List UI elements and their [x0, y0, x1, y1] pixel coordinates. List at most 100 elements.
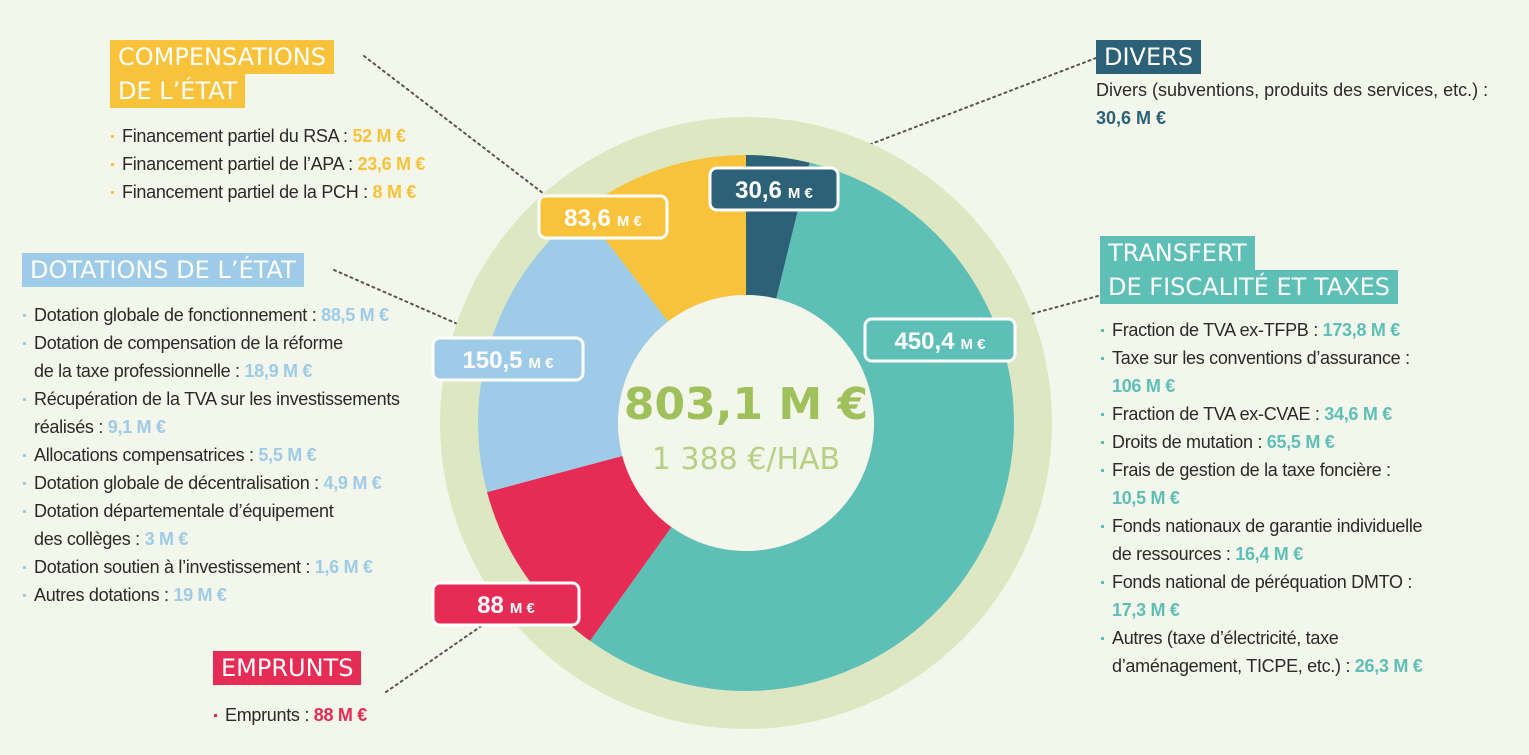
item-label: Frais de gestion de la taxe foncière :	[1112, 460, 1391, 480]
slice-label-box	[537, 194, 669, 240]
divers-block: DIVERS Divers (subventions, produits des…	[1096, 40, 1488, 132]
item-label: Autres dotations :	[34, 585, 174, 605]
item-value: 173,8 M €	[1322, 320, 1401, 340]
slice-value-number: 83,6	[564, 205, 611, 232]
dotations-list: Dotation globale de fonctionnement : 88,…	[22, 301, 400, 609]
slice-emprunts	[487, 455, 672, 641]
donut-hole	[618, 295, 874, 551]
dotations-title: DOTATIONS DE L’ÉTAT	[22, 253, 304, 287]
list-item: Taxe sur les conventions d’assurance : 10…	[1100, 344, 1422, 400]
item-label: Autres (taxe d’électricité, taxe	[1112, 628, 1339, 648]
item-value: 23,6 M €	[357, 154, 426, 174]
slice-value-unit: M €	[788, 185, 814, 202]
slice-value-number: 88	[477, 592, 504, 619]
list-item: Frais de gestion de la taxe foncière : 10…	[1100, 456, 1422, 512]
item-value: 5,5 M €	[258, 445, 317, 465]
item-value: 65,5 M €	[1266, 432, 1335, 452]
list-item: Financement partiel du RSA : 52 M €	[110, 122, 425, 150]
item-value: 3 M €	[144, 529, 189, 549]
item-value: 52 M €	[352, 126, 406, 146]
transfert-title: TRANSFERT	[1100, 236, 1255, 270]
slice-value-unit: M €	[617, 213, 643, 230]
compensations-title-line: DE L’ÉTAT	[118, 77, 238, 105]
item-value: 17,3 M €	[1112, 600, 1180, 620]
slice-value-number: 30,6	[735, 177, 782, 204]
item-line: 10,5 M €	[1112, 484, 1422, 512]
transfert-title: DE FISCALITÉ ET TAXES	[1100, 270, 1398, 304]
divers-value: 30,6 M €	[1096, 108, 1167, 128]
list-item: Autres dotations : 19 M €	[22, 581, 400, 609]
item-line: d’aménagement, TICPE, etc.) : 26,3 M €	[1112, 652, 1423, 680]
item-value: 1,6 M €	[314, 557, 373, 577]
item-line: réalisés : 9,1 M €	[34, 413, 400, 441]
item-label: Financement partiel de l’APA :	[122, 154, 358, 174]
item-label: Financement partiel du RSA :	[122, 126, 353, 146]
leader-line-compensations	[363, 55, 549, 198]
item-line: Taxe sur les conventions d’assurance :	[1112, 344, 1422, 372]
item-label: d’aménagement, TICPE, etc.) :	[1112, 656, 1355, 676]
item-value: 88 M €	[313, 705, 368, 725]
item-label: Allocations compensatrices :	[34, 445, 259, 465]
item-label: Droits de mutation :	[1112, 432, 1267, 452]
slice-value-label: 88 M €	[477, 592, 535, 619]
list-item: Fraction de TVA ex-TFPB : 173,8 M €	[1100, 316, 1422, 344]
compensations-title-line: COMPENSATIONS	[118, 43, 326, 71]
slice-label-compensations: 83,6 M €	[537, 194, 669, 240]
item-line: 106 M €	[1112, 372, 1422, 400]
item-line: Allocations compensatrices : 5,5 M €	[34, 441, 400, 469]
slice-value-unit: M €	[510, 600, 536, 617]
item-value: 18,9 M €	[244, 361, 313, 381]
center-per-hab: 1 388 €/HAB	[652, 442, 840, 477]
item-value: 106 M €	[1112, 376, 1175, 396]
transfert-list: Fraction de TVA ex-TFPB : 173,8 M € Taxe …	[1100, 316, 1423, 680]
item-label: Dotation départementale d’équipement	[34, 501, 334, 521]
slice-value-label: 83,6 M €	[564, 205, 642, 232]
item-label: Financement partiel de la PCH :	[122, 182, 373, 202]
item-line: Fraction de TVA ex-CVAE : 34,6 M €	[1112, 400, 1422, 428]
slice-label-box	[863, 317, 1017, 363]
slice-transfert	[589, 162, 1015, 692]
item-line: de ressources : 16,4 M €	[1112, 540, 1422, 568]
transfert-title-line: TRANSFERT	[1108, 239, 1247, 267]
list-item: Allocations compensatrices : 5,5 M €	[22, 441, 400, 469]
compensations-block: COMPENSATIONS DE L’ÉTAT Financement part…	[110, 40, 425, 206]
slice-label-transfert: 450,4 M €	[863, 317, 1017, 363]
slice-label-box	[708, 166, 840, 212]
list-item: Fonds nationaux de garantie individuelle…	[1100, 512, 1423, 568]
item-label: Taxe sur les conventions d’assurance :	[1112, 348, 1410, 368]
leader-line-divers	[815, 57, 1097, 166]
divers-title: DIVERS	[1096, 40, 1202, 74]
slice-value-unit: M €	[961, 336, 987, 353]
leader-line-emprunts	[385, 619, 491, 693]
slice-value-number: 150,5	[462, 347, 522, 374]
item-label: réalisés :	[34, 417, 108, 437]
item-line: Récupération de la TVA sur les investiss…	[34, 385, 400, 413]
item-label: Récupération de la TVA sur les investiss…	[34, 389, 400, 409]
list-item: Droits de mutation : 65,5 M €	[1100, 428, 1422, 456]
item-label: Dotation de compensation de la réforme	[34, 333, 343, 353]
leader-line-dotations	[333, 269, 477, 333]
list-item: Dotation départementale d’équipement des …	[22, 497, 400, 553]
list-item: Fraction de TVA ex-CVAE : 34,6 M €	[1100, 400, 1422, 428]
item-line: de la taxe professionnelle : 18,9 M €	[34, 357, 400, 385]
item-line: Dotation globale de décentralisation : 4…	[34, 469, 400, 497]
compensations-title: COMPENSATIONS	[110, 40, 334, 74]
item-line: Dotation départementale d’équipement	[34, 497, 400, 525]
item-label: Fraction de TVA ex-CVAE :	[1112, 404, 1325, 424]
slice-value-label: 30,6 M €	[735, 177, 813, 204]
slice-value-number: 450,4	[894, 328, 955, 355]
item-label: Fonds national de péréquation DMTO :	[1112, 572, 1413, 592]
item-label: Fonds nationaux de garantie individuelle	[1112, 516, 1423, 536]
slice-value-unit: M €	[529, 355, 555, 372]
list-item: Financement partiel de l’APA : 23,6 M €	[110, 150, 425, 178]
center-total: 803,1 M €	[624, 379, 868, 430]
item-label: Emprunts :	[225, 705, 314, 725]
list-item: Dotation globale de fonctionnement : 88,…	[22, 301, 400, 329]
item-line: Dotation de compensation de la réforme	[34, 329, 400, 357]
list-item: Fonds national de péréquation DMTO : 17,3…	[1100, 568, 1422, 624]
item-line: Fonds national de péréquation DMTO :	[1112, 568, 1422, 596]
compensations-title: DE L’ÉTAT	[110, 74, 246, 108]
emprunts-block: EMPRUNTS Emprunts : 88 M €	[213, 651, 367, 729]
item-line: Autres (taxe d’électricité, taxe	[1112, 624, 1422, 652]
